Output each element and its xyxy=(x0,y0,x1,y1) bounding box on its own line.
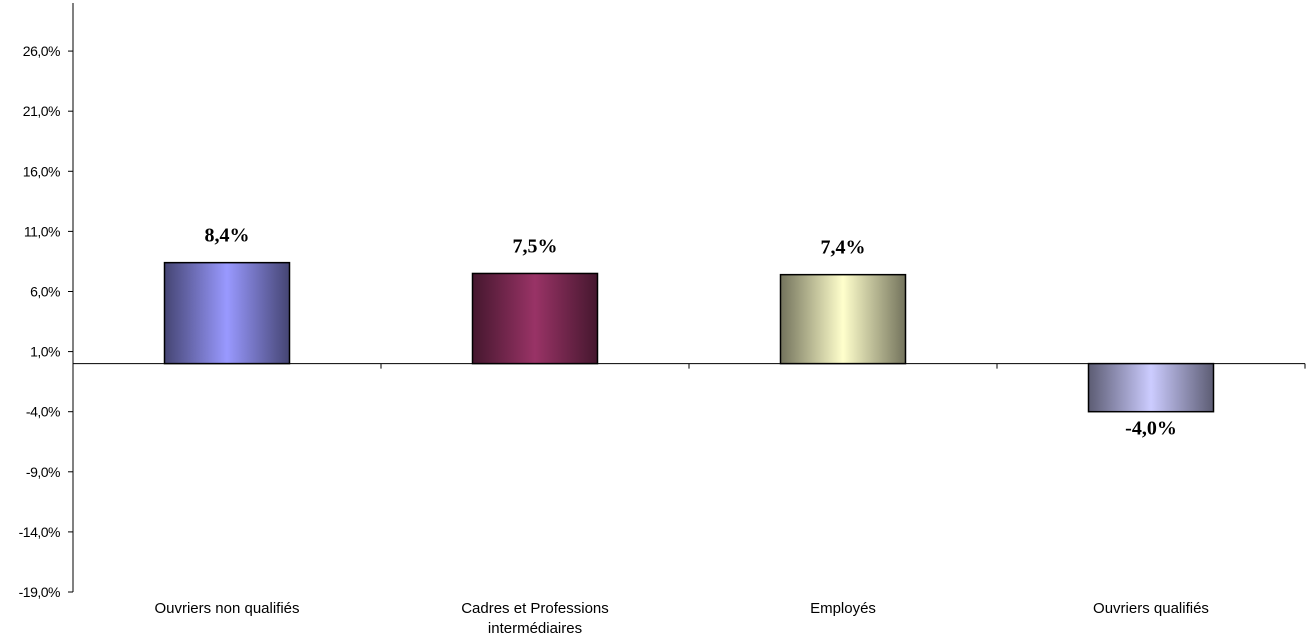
y-tick-label: 21,0% xyxy=(23,103,60,119)
category-label: Cadres et Professions xyxy=(461,600,609,617)
y-tick-label: -19,0% xyxy=(19,584,60,600)
y-tick-label: -4,0% xyxy=(26,404,60,420)
data-label: 8,4% xyxy=(205,225,250,247)
y-tick-label: 1,0% xyxy=(30,344,60,360)
category-label: Employés xyxy=(810,600,876,617)
bars xyxy=(163,261,1215,413)
bar xyxy=(163,261,291,365)
y-tick-label: 6,0% xyxy=(30,283,60,299)
data-label: 7,5% xyxy=(513,235,558,257)
y-tick-label: -14,0% xyxy=(19,524,60,540)
data-labels: 8,4% 7,5% 7,4% -4,0% xyxy=(205,225,1177,440)
category-labels: Ouvriers non qualifiés Cadres et Professi… xyxy=(154,600,1208,637)
bar xyxy=(471,272,599,365)
data-label: -4,0% xyxy=(1125,418,1177,440)
category-label: intermédiaires xyxy=(488,620,582,637)
bar xyxy=(1087,362,1215,413)
data-label: 7,4% xyxy=(821,237,866,259)
category-label: Ouvriers qualifiés xyxy=(1093,600,1209,617)
y-axis: 26,0% 21,0% 16,0% 11,0% 6,0% 1,0% -4,0% -9,0% -1… xyxy=(19,3,74,600)
y-tick-label: 26,0% xyxy=(23,43,60,59)
y-tick-label: 11,0% xyxy=(24,223,60,239)
category-label: Ouvriers non qualifiés xyxy=(154,600,299,617)
bar xyxy=(779,273,907,365)
y-tick-label: -9,0% xyxy=(26,464,60,480)
y-tick-label: 16,0% xyxy=(23,163,60,179)
